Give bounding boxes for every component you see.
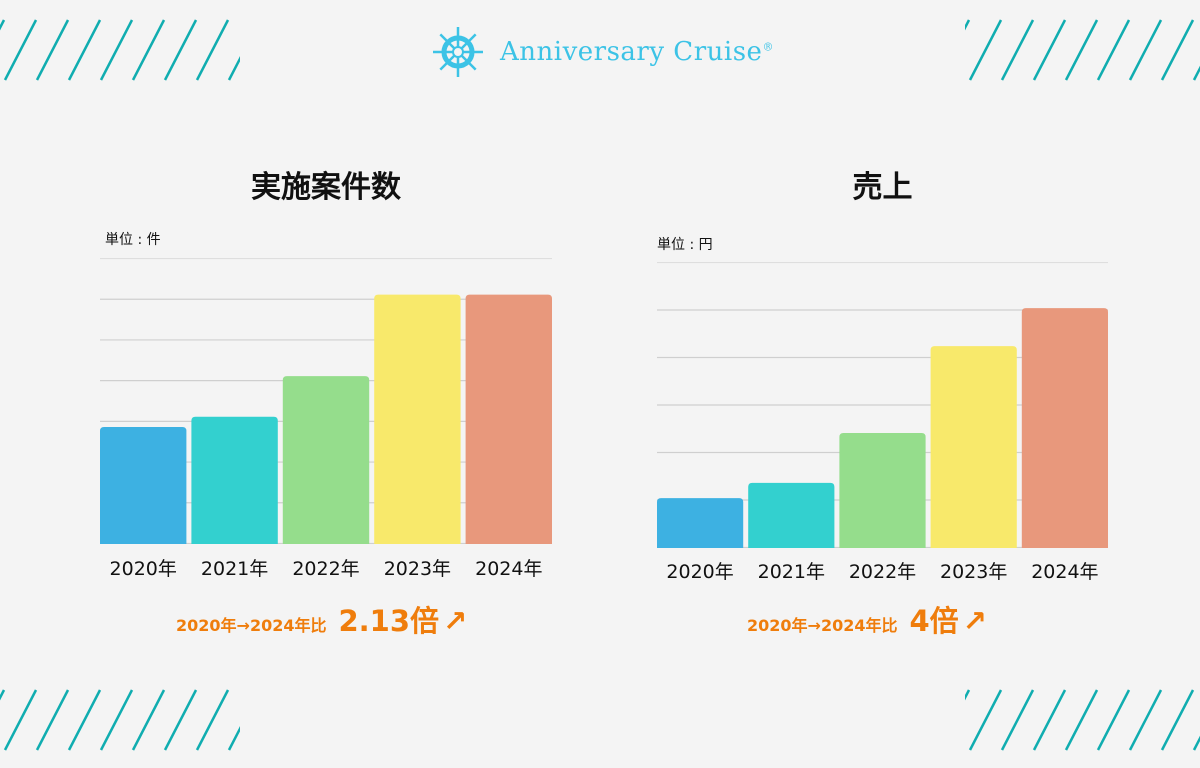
stripe bbox=[163, 689, 198, 751]
bar-2022 bbox=[839, 433, 926, 548]
decorative-stripes-bottom-right bbox=[965, 689, 1200, 751]
stripe bbox=[227, 725, 240, 751]
stripe bbox=[3, 689, 38, 751]
stripe bbox=[1192, 65, 1200, 81]
stripe bbox=[1160, 689, 1195, 751]
stripe bbox=[1032, 689, 1067, 751]
arrow-up-right-icon: ↗ bbox=[962, 604, 987, 638]
logo: Anniversary Cruise® bbox=[430, 24, 774, 80]
summary-label: 2020年→2024年比 bbox=[747, 616, 898, 635]
stripe bbox=[965, 689, 971, 701]
stripe bbox=[99, 689, 134, 751]
stripe bbox=[195, 689, 230, 751]
stripe bbox=[1096, 689, 1131, 751]
stripe bbox=[163, 19, 198, 81]
stripe bbox=[99, 19, 134, 81]
decorative-stripes-bottom-left bbox=[0, 689, 240, 751]
stripe bbox=[1032, 19, 1067, 81]
stripe bbox=[131, 19, 166, 81]
summary-label: 2020年→2024年比 bbox=[176, 616, 327, 635]
chart-title: 売上 bbox=[852, 170, 913, 205]
bar-2024 bbox=[1021, 308, 1108, 548]
stripe bbox=[1128, 19, 1163, 81]
stripe bbox=[1096, 19, 1131, 81]
bar-2024 bbox=[465, 294, 552, 544]
ship-wheel-icon bbox=[433, 27, 483, 77]
chart-title: 実施案件数 bbox=[251, 170, 401, 205]
stripe bbox=[965, 19, 971, 31]
stripe bbox=[67, 19, 102, 81]
summary-value: 2.13倍 bbox=[338, 604, 440, 638]
growth-summary: 2020年→2024年比 4倍 ↗ bbox=[747, 598, 987, 640]
bar-2023 bbox=[930, 346, 1017, 548]
arrow-up-right-icon: ↗ bbox=[443, 604, 468, 638]
stripe bbox=[3, 19, 38, 81]
x-tick-label: 2021年 bbox=[200, 558, 269, 580]
logo-text: Anniversary Cruise® bbox=[500, 37, 774, 67]
stripe bbox=[1128, 689, 1163, 751]
stripe bbox=[1160, 19, 1195, 81]
x-tick-label: 2023年 bbox=[940, 561, 1008, 583]
stripe bbox=[1064, 19, 1099, 81]
stripe bbox=[35, 19, 70, 81]
x-tick-label: 2022年 bbox=[848, 561, 917, 583]
stripe bbox=[1000, 689, 1035, 751]
x-tick-label: 2020年 bbox=[109, 558, 177, 580]
stripe bbox=[1064, 689, 1099, 751]
x-tick-label: 2021年 bbox=[757, 561, 825, 583]
decorative-stripes-top-right bbox=[965, 19, 1200, 81]
plot-area bbox=[657, 262, 1108, 548]
stripe bbox=[968, 19, 1003, 81]
bar-2020 bbox=[100, 426, 187, 544]
stripe bbox=[195, 19, 230, 81]
x-tick-label: 2023年 bbox=[383, 558, 452, 580]
stripe bbox=[131, 689, 166, 751]
stripe bbox=[968, 689, 1003, 751]
x-tick-label: 2024年 bbox=[475, 558, 543, 580]
stripe bbox=[1000, 19, 1035, 81]
bar-2020 bbox=[657, 498, 744, 548]
stripe bbox=[0, 689, 6, 701]
stripe bbox=[227, 55, 240, 81]
bar-2021 bbox=[748, 482, 835, 548]
x-tick-label: 2024年 bbox=[1031, 561, 1099, 583]
stripe bbox=[35, 689, 70, 751]
unit-label: 単位 : 件 bbox=[105, 232, 161, 248]
bar-2022 bbox=[282, 376, 370, 544]
stripe bbox=[0, 19, 6, 31]
growth-summary: 2020年→2024年比 2.13倍 ↗ bbox=[176, 598, 467, 640]
stripe bbox=[67, 689, 102, 751]
x-tick-label: 2022年 bbox=[292, 558, 360, 580]
bar-2021 bbox=[191, 416, 278, 544]
unit-label: 単位 : 円 bbox=[657, 237, 713, 253]
x-tick-label: 2020年 bbox=[666, 561, 734, 583]
plot-area bbox=[100, 258, 552, 544]
stripe bbox=[1192, 735, 1200, 751]
decorative-stripes-top-left bbox=[0, 19, 240, 81]
summary-value: 4倍 bbox=[909, 604, 959, 638]
bar-2023 bbox=[374, 294, 461, 544]
